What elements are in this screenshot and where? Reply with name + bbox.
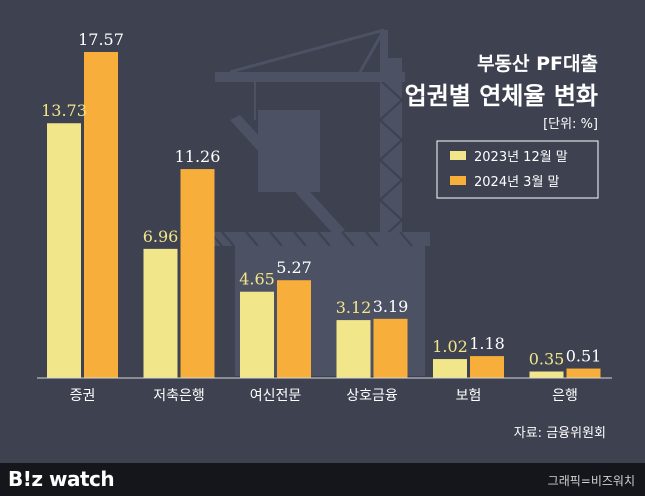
legend: 2023년 12월 말 2024년 3월 말 (436, 140, 599, 199)
value-label-group: 13.73 17.57 6.96 11.26 4.655.27 3.12 3.19 1.02 1… (41, 30, 601, 369)
category-label-mutual-finance: 상호금융 (346, 388, 398, 404)
bar-group (47, 52, 601, 378)
bar-bank-2024 (566, 368, 601, 378)
chart-title-line2: 업권별 연체율 변화 (405, 82, 598, 110)
value-label-securities-2024: 17.57 (78, 30, 124, 49)
bar-bank-2023 (529, 371, 564, 378)
value-label-bank-2023: 0.35 (529, 350, 565, 369)
category-label-bank: 은행 (552, 388, 578, 404)
category-label-insurance: 보험 (456, 388, 482, 404)
value-label-credit-finance-2024: 5.27 (276, 258, 312, 277)
bar-mutual-finance-2023 (336, 320, 371, 378)
bar-credit-finance-2023 (240, 291, 274, 378)
value-label-insurance-2024: 1.18 (469, 334, 505, 353)
bar-credit-finance-2024 (277, 280, 311, 378)
value-label-savings-bank-2023: 6.96 (143, 227, 179, 246)
legend-label-2024: 2024년 3월 말 (474, 175, 560, 190)
value-label-credit-finance-2023: 4.65 (239, 270, 275, 289)
bizwatch-logo: B!z watch (8, 467, 115, 491)
source-note: 자료: 금융위원회 (514, 426, 606, 441)
bar-insurance-2023 (433, 359, 467, 378)
category-label-savings-bank: 저축은행 (153, 388, 205, 404)
value-label-savings-bank-2024: 11.26 (175, 147, 221, 166)
value-label-mutual-finance-2024: 3.19 (373, 297, 409, 316)
legend-box (436, 140, 599, 199)
value-label-insurance-2023: 1.02 (432, 337, 468, 356)
chart-title-line1: 부동산 PF대출 (477, 53, 598, 75)
category-label-securities: 증권 (70, 388, 96, 404)
footer-bar: B!z watch 그래픽=비즈워치 (0, 463, 645, 496)
value-label-mutual-finance-2023: 3.12 (336, 298, 372, 317)
bar-securities-2024 (84, 52, 118, 378)
bar-savings-bank-2023 (143, 248, 178, 378)
bar-securities-2023 (47, 123, 81, 378)
unit-label: [단위: %] (543, 117, 598, 132)
value-label-securities-2023: 13.73 (41, 101, 87, 120)
legend-label-2023: 2023년 12월 말 (474, 150, 568, 165)
chart-svg: 부동산 PF대출 업권별 연체율 변화 [단위: %] 2023년 12월 말 … (37, 28, 612, 441)
bar-mutual-finance-2024 (373, 318, 408, 378)
graphic-credit: 그래픽=비즈워치 (547, 474, 635, 488)
bar-insurance-2024 (470, 356, 504, 378)
bar-savings-bank-2024 (180, 169, 215, 378)
value-label-bank-2024: 0.51 (566, 347, 602, 366)
legend-swatch-2023 (450, 151, 466, 160)
legend-swatch-2024 (450, 176, 466, 185)
category-label-group: 증권 저축은행 여신전문 상호금융 보험 은행 (70, 388, 578, 404)
category-label-credit-finance: 여신전문 (250, 388, 302, 404)
